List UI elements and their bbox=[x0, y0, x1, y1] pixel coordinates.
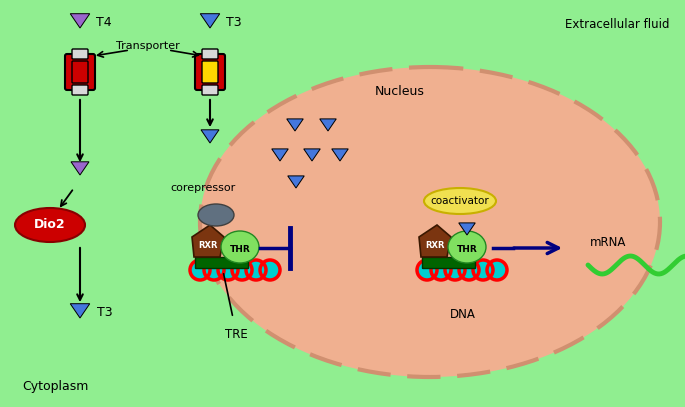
Text: corepressor: corepressor bbox=[171, 183, 236, 193]
Circle shape bbox=[260, 260, 280, 280]
Polygon shape bbox=[201, 130, 219, 143]
Text: Extracellular fluid: Extracellular fluid bbox=[566, 18, 670, 31]
FancyBboxPatch shape bbox=[72, 85, 88, 95]
FancyBboxPatch shape bbox=[72, 61, 88, 83]
Text: Nucleus: Nucleus bbox=[375, 85, 425, 98]
Circle shape bbox=[246, 260, 266, 280]
Ellipse shape bbox=[424, 188, 496, 214]
FancyBboxPatch shape bbox=[202, 61, 218, 83]
Ellipse shape bbox=[15, 208, 85, 242]
Polygon shape bbox=[200, 14, 220, 28]
Circle shape bbox=[218, 260, 238, 280]
Ellipse shape bbox=[200, 67, 660, 377]
Circle shape bbox=[190, 260, 210, 280]
Text: Cytoplasm: Cytoplasm bbox=[22, 380, 88, 393]
Ellipse shape bbox=[221, 231, 259, 263]
Circle shape bbox=[487, 260, 507, 280]
Text: T3: T3 bbox=[97, 306, 112, 319]
Circle shape bbox=[417, 260, 437, 280]
Circle shape bbox=[204, 260, 224, 280]
Text: coactivator: coactivator bbox=[431, 196, 489, 206]
Polygon shape bbox=[71, 162, 89, 175]
FancyBboxPatch shape bbox=[195, 54, 225, 90]
Polygon shape bbox=[287, 119, 303, 131]
Text: THR: THR bbox=[457, 245, 477, 254]
Polygon shape bbox=[419, 225, 451, 257]
FancyBboxPatch shape bbox=[202, 85, 218, 95]
Polygon shape bbox=[192, 225, 224, 257]
FancyBboxPatch shape bbox=[72, 49, 88, 59]
Polygon shape bbox=[71, 304, 90, 318]
Text: T3: T3 bbox=[226, 15, 242, 28]
Ellipse shape bbox=[198, 204, 234, 226]
Text: Dio2: Dio2 bbox=[34, 219, 66, 232]
Text: DNA: DNA bbox=[450, 308, 476, 321]
Polygon shape bbox=[288, 176, 304, 188]
Text: RXR: RXR bbox=[425, 241, 445, 249]
Text: Transporter: Transporter bbox=[116, 41, 180, 51]
Text: mRNA: mRNA bbox=[590, 236, 626, 249]
Polygon shape bbox=[320, 119, 336, 131]
Polygon shape bbox=[71, 14, 90, 28]
Text: TRE: TRE bbox=[225, 328, 247, 341]
Ellipse shape bbox=[448, 231, 486, 263]
Circle shape bbox=[459, 260, 479, 280]
Polygon shape bbox=[303, 149, 321, 161]
Text: RXR: RXR bbox=[198, 241, 218, 249]
FancyBboxPatch shape bbox=[423, 258, 475, 269]
FancyBboxPatch shape bbox=[65, 54, 95, 90]
Circle shape bbox=[473, 260, 493, 280]
Circle shape bbox=[431, 260, 451, 280]
FancyBboxPatch shape bbox=[202, 49, 218, 59]
Circle shape bbox=[232, 260, 252, 280]
FancyBboxPatch shape bbox=[195, 258, 249, 269]
Polygon shape bbox=[332, 149, 348, 161]
Text: T4: T4 bbox=[96, 15, 112, 28]
Text: THR: THR bbox=[229, 245, 251, 254]
Polygon shape bbox=[459, 223, 475, 235]
Circle shape bbox=[445, 260, 465, 280]
Polygon shape bbox=[272, 149, 288, 161]
